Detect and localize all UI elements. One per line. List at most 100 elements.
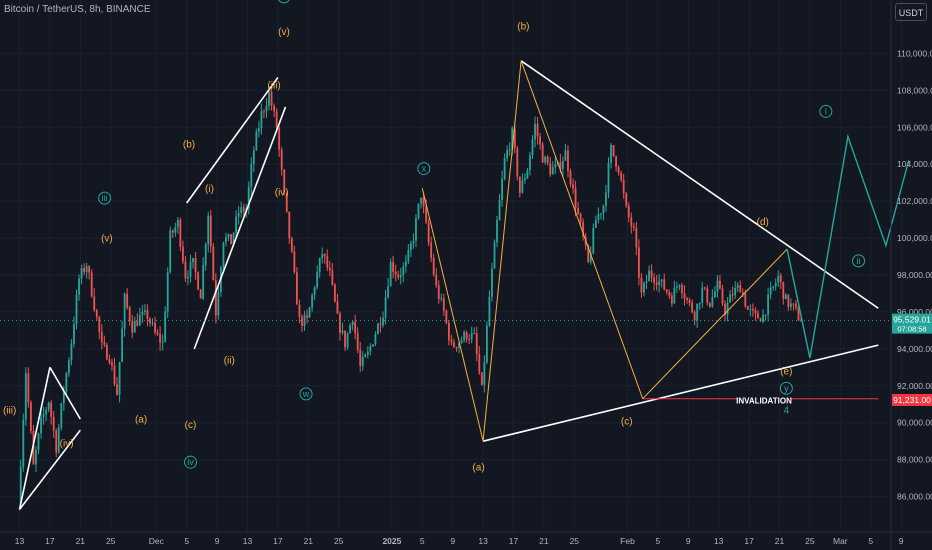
candle-body	[174, 227, 177, 233]
candle-body	[369, 346, 372, 352]
candle-body	[681, 285, 683, 294]
y-tick-label: 98,000.00	[897, 270, 932, 280]
candle-body	[399, 275, 402, 278]
symbol-title[interactable]: Bitcoin / TetherUS, 8h, BINANCE	[4, 4, 151, 15]
x-tick-label: 21	[304, 536, 314, 546]
x-tick-label: 5	[868, 536, 873, 546]
candle-body	[561, 160, 564, 169]
candle-body	[503, 158, 506, 179]
candle-body	[217, 291, 220, 316]
candle-body	[298, 304, 301, 318]
candle-body	[663, 279, 666, 290]
candle-body	[635, 227, 638, 248]
candle-body	[739, 285, 742, 293]
wave-label: (i)	[205, 184, 214, 195]
wave-label: v	[282, 0, 287, 2]
wave-label: y	[784, 383, 789, 393]
candle-body	[389, 262, 392, 287]
candle-body	[268, 92, 270, 106]
candle-body	[83, 268, 86, 273]
candle-body	[637, 247, 640, 278]
wave-label: x	[422, 164, 427, 174]
candle-body	[645, 281, 648, 283]
wave-label: (iv)	[60, 439, 74, 450]
candle-body	[483, 362, 486, 385]
candle-body	[757, 313, 759, 319]
candle-body	[19, 467, 22, 506]
candle-body	[430, 242, 433, 258]
candle-body	[252, 150, 255, 165]
candle-body	[75, 294, 78, 324]
candle-body	[100, 331, 103, 343]
wave-label: (ii)	[224, 356, 235, 367]
y-tick-label: 100,000.00	[897, 233, 932, 243]
candle-body	[359, 349, 362, 366]
candle-body	[237, 213, 240, 217]
currency-button[interactable]: USDT	[895, 3, 927, 21]
candle-body	[52, 416, 55, 431]
candle-body	[599, 213, 602, 215]
candle-body	[151, 322, 154, 324]
candle-body	[270, 92, 273, 106]
candle-body	[255, 131, 258, 151]
candle-body	[40, 417, 42, 434]
candle-body	[749, 309, 752, 311]
candle-body	[665, 289, 668, 293]
wave-label: (b)	[517, 21, 529, 32]
candle-body	[701, 287, 704, 304]
candle-body	[212, 246, 215, 281]
candle-body	[589, 253, 592, 262]
candle-body	[311, 295, 314, 308]
candle-body	[602, 205, 605, 214]
candle-body	[650, 270, 653, 278]
candle-body	[154, 322, 156, 333]
candle-body	[240, 207, 243, 214]
candle-body	[706, 288, 709, 303]
wave-label-circle	[184, 455, 197, 469]
x-tick-label: 5	[420, 536, 425, 546]
candle-body	[263, 111, 265, 113]
wave-label: iv	[187, 457, 194, 467]
x-tick-label: 17	[45, 536, 55, 546]
wave-label-circle	[299, 387, 313, 401]
candle-body	[222, 242, 225, 268]
candle-body	[653, 277, 656, 283]
candle-body	[60, 403, 63, 428]
candle-body	[478, 354, 481, 373]
y-tick-label: 96,000.00	[897, 307, 932, 317]
candle-body	[131, 321, 134, 333]
wave-label: (c)	[621, 417, 633, 428]
candle-body	[260, 111, 263, 129]
candle-body	[729, 294, 732, 303]
candle-body	[572, 184, 574, 189]
trend-line-white	[18, 367, 51, 510]
candle-body	[516, 148, 519, 177]
candle-body	[394, 271, 397, 275]
x-tick-label: 21	[775, 536, 785, 546]
candle-body	[55, 430, 58, 453]
candle-body	[247, 186, 250, 209]
candle-body	[187, 276, 189, 279]
candle-body	[313, 287, 316, 296]
candle-body	[648, 270, 650, 282]
candle-body	[627, 205, 630, 218]
candle-body	[784, 294, 787, 300]
candle-body	[782, 281, 785, 300]
candle-body	[754, 310, 757, 314]
candle-body	[409, 243, 412, 250]
candle-body	[534, 123, 536, 140]
candle-body	[318, 258, 321, 273]
candle-body	[741, 292, 744, 294]
wave-label-circle	[819, 104, 833, 118]
candle-body	[574, 188, 577, 209]
candle-body	[275, 111, 278, 129]
trend-line-white	[18, 429, 81, 510]
invalidation-price-tag	[892, 393, 932, 406]
invalidation-price-value: 91,231.00	[893, 395, 931, 405]
candle-body	[98, 316, 101, 332]
candle-body	[333, 284, 336, 302]
candle-body	[767, 294, 770, 315]
x-tick-label: 17	[509, 536, 519, 546]
candle-body	[800, 320, 802, 322]
